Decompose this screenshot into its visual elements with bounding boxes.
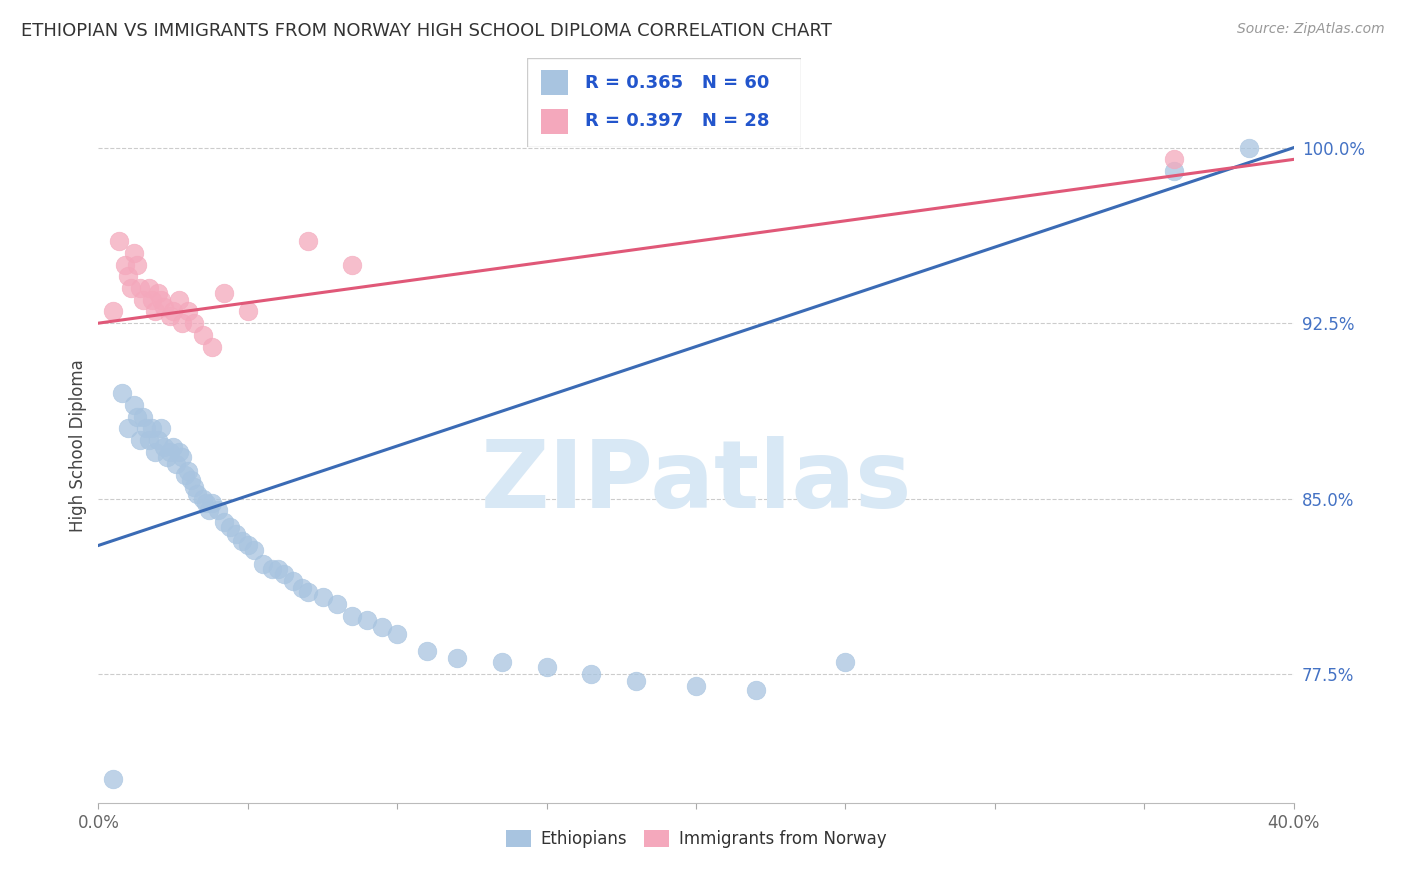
Point [162, 304, 184, 318]
Text: ZIPatlas: ZIPatlas [481, 435, 911, 528]
Point [167, 445, 190, 459]
Point [153, 440, 176, 454]
Point [124, 246, 146, 260]
Point [1237, 141, 1260, 155]
Point [342, 258, 364, 272]
Point [159, 309, 181, 323]
Point [371, 620, 394, 634]
Point [129, 433, 152, 447]
Point [201, 340, 224, 354]
Point [129, 281, 152, 295]
Point [103, 304, 125, 318]
Point [172, 450, 194, 464]
Point [183, 316, 205, 330]
Point [207, 503, 229, 517]
Point [138, 433, 160, 447]
Point [311, 590, 333, 604]
Point [143, 445, 166, 459]
Point [1163, 153, 1185, 167]
Point [267, 562, 290, 576]
Point [111, 386, 134, 401]
Point [236, 538, 259, 552]
Point [201, 496, 224, 510]
Text: Source: ZipAtlas.com: Source: ZipAtlas.com [1237, 22, 1385, 37]
Point [165, 457, 187, 471]
Point [117, 421, 139, 435]
Legend: Ethiopians, Immigrants from Norway: Ethiopians, Immigrants from Norway [499, 823, 893, 855]
Point [180, 473, 202, 487]
Point [108, 234, 131, 248]
Point [186, 487, 208, 501]
Point [416, 644, 439, 658]
Point [281, 574, 304, 588]
Point [174, 468, 197, 483]
Point [291, 581, 314, 595]
Y-axis label: High School Diploma: High School Diploma [69, 359, 87, 533]
Point [150, 293, 173, 307]
Text: R = 0.365   N = 60: R = 0.365 N = 60 [585, 74, 769, 92]
Point [141, 421, 163, 435]
Point [212, 515, 235, 529]
Point [148, 285, 170, 300]
Point [195, 496, 218, 510]
Point [162, 440, 184, 454]
Point [103, 772, 125, 787]
Point [159, 445, 181, 459]
Point [1163, 164, 1185, 178]
Point [297, 234, 319, 248]
Bar [541, 70, 568, 95]
Point [191, 491, 214, 506]
Point [150, 421, 173, 435]
Point [135, 421, 157, 435]
Point [183, 480, 205, 494]
Point [231, 533, 253, 548]
Point [114, 258, 136, 272]
Point [260, 562, 283, 576]
Text: ETHIOPIAN VS IMMIGRANTS FROM NORWAY HIGH SCHOOL DIPLOMA CORRELATION CHART: ETHIOPIAN VS IMMIGRANTS FROM NORWAY HIGH… [21, 22, 832, 40]
Point [124, 398, 146, 412]
Point [273, 566, 295, 581]
Point [191, 327, 214, 342]
Point [446, 650, 468, 665]
Point [143, 304, 166, 318]
Point [685, 679, 707, 693]
Point [745, 683, 768, 698]
Point [138, 281, 160, 295]
Point [581, 667, 603, 681]
Bar [541, 109, 568, 134]
Point [132, 293, 155, 307]
Point [385, 627, 409, 641]
Point [356, 613, 378, 627]
Point [120, 281, 142, 295]
Point [236, 304, 259, 318]
Point [141, 293, 163, 307]
Point [297, 585, 319, 599]
Point [148, 433, 170, 447]
Point [536, 660, 558, 674]
Text: R = 0.397   N = 28: R = 0.397 N = 28 [585, 112, 769, 130]
Point [626, 674, 648, 689]
Point [491, 656, 513, 670]
Point [132, 409, 155, 424]
Point [153, 300, 176, 314]
Point [167, 293, 190, 307]
Point [225, 526, 247, 541]
Point [127, 409, 149, 424]
Point [117, 269, 139, 284]
Point [177, 464, 200, 478]
Point [198, 503, 221, 517]
Point [342, 608, 364, 623]
Point [127, 258, 149, 272]
Point [156, 450, 179, 464]
Point [177, 304, 200, 318]
Point [243, 543, 266, 558]
Point [834, 656, 856, 670]
Point [326, 597, 349, 611]
Point [252, 557, 274, 571]
Point [172, 316, 194, 330]
Point [212, 285, 235, 300]
Point [219, 519, 242, 533]
